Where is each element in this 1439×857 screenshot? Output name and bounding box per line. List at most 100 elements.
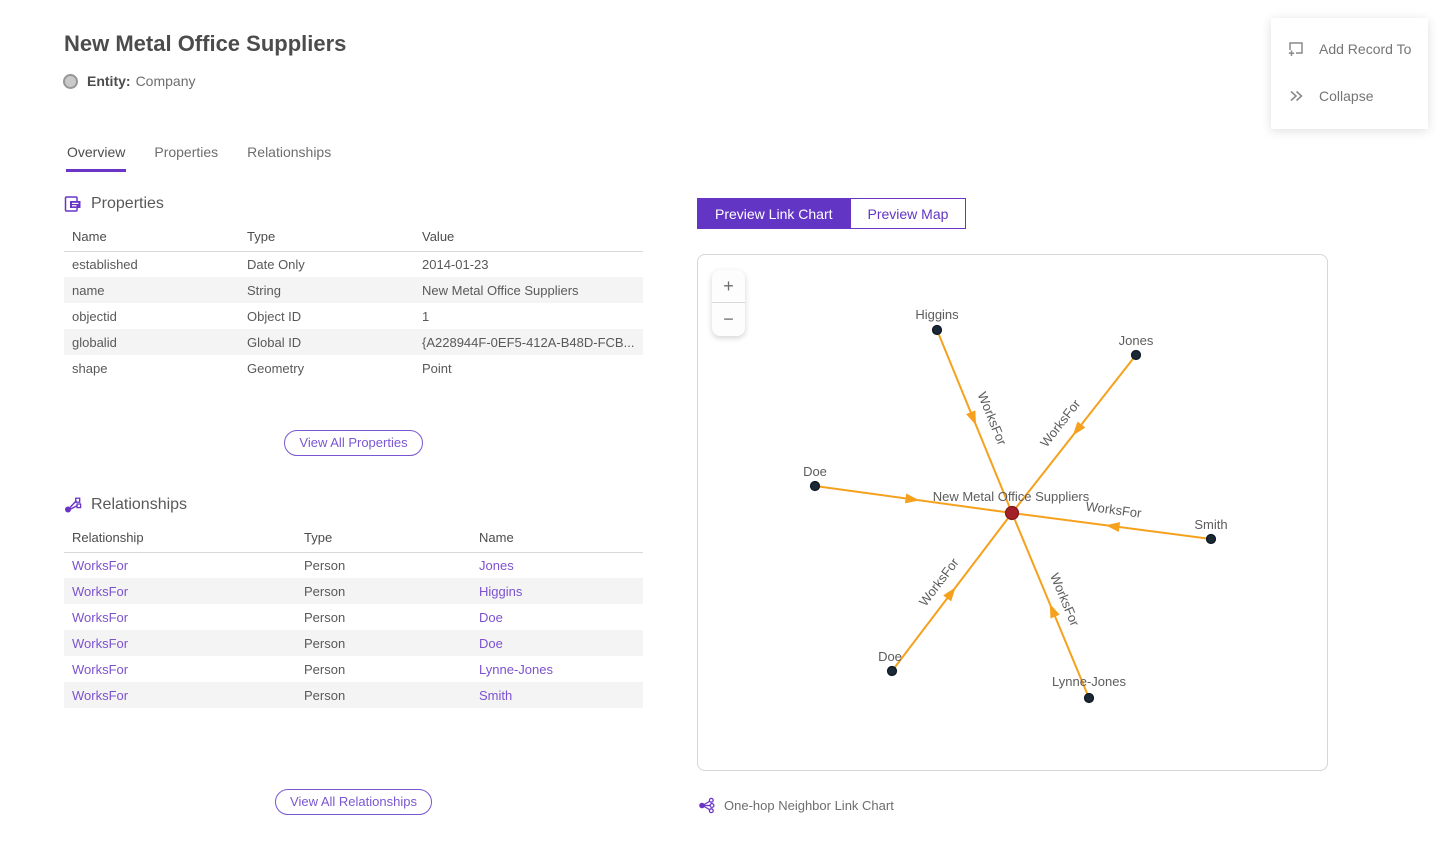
entity-link[interactable]: Doe [479,635,503,651]
tab-overview[interactable]: Overview [66,142,127,172]
chart-caption: One-hop Neighbor Link Chart [698,797,894,814]
edge-label: WorksFor [975,390,1010,448]
table-row: WorksFor Person Jones [64,552,643,578]
table-row: name String New Metal Office Suppliers [64,277,643,303]
node-higgins[interactable] [931,324,943,336]
table-row: globalid Global ID {A228944F-0EF5-412A-B… [64,329,643,355]
table-row: WorksFor Person Smith [64,682,643,708]
tab-properties[interactable]: Properties [154,144,219,160]
entity-link[interactable]: Lynne-Jones [479,661,553,677]
properties-section-title: Properties [91,195,164,212]
node-doe2[interactable] [886,665,898,677]
relationship-link[interactable]: WorksFor [72,687,129,703]
node-center[interactable] [1004,505,1020,521]
node-label-jones: Jones [1119,333,1154,348]
relationships-table-header: Relationship Type Name [64,527,643,553]
col-header-name: Name [471,527,643,553]
entity-type-icon [63,73,78,89]
node-label-smith: Smith [1194,517,1227,532]
entity-link[interactable]: Higgins [479,583,523,599]
rel-type: Person [304,687,346,703]
view-all-properties-button[interactable]: View All Properties [284,430,423,456]
relationship-link[interactable]: WorksFor [72,661,129,677]
preview-map-button[interactable]: Preview Map [849,199,966,228]
table-row: WorksFor Person Lynne-Jones [64,656,643,682]
node-lynnejones[interactable] [1083,692,1095,704]
rel-type: Person [304,557,346,573]
col-header-type: Type [296,527,471,553]
preview-link-chart-button[interactable]: Preview Link Chart [698,199,850,228]
link-chart-svg[interactable]: WorksFor WorksFor WorksFor WorksFor WorksFor… [698,255,1327,770]
table-row: WorksFor Person Higgins [64,578,643,604]
rel-type: Person [304,635,346,651]
prop-value: {A228944F-0EF5-412A-B48D-FCB... [422,334,635,350]
relationships-icon [65,497,82,513]
prop-value: 2014-01-23 [422,256,489,272]
menu-item-label: Add Record To [1319,41,1412,57]
zoom-out-button[interactable]: − [723,309,734,329]
node-jones[interactable] [1130,349,1142,361]
add-record-icon [1288,42,1303,56]
detail-tabs: Overview Properties Relationships [66,142,332,172]
edge-arrow [1105,522,1121,532]
rel-type: Person [304,609,346,625]
link-chart-card[interactable]: WorksFor WorksFor WorksFor WorksFor WorksFor… [697,254,1328,771]
prop-name: globalid [72,334,117,350]
relationship-link[interactable]: WorksFor [72,635,129,651]
collapse-icon [1290,90,1303,102]
one-hop-link-chart-icon [699,797,715,814]
col-header-relationship: Relationship [64,527,296,553]
table-row: objectid Object ID 1 [64,303,643,329]
node-doe1[interactable] [809,480,821,492]
prop-value: Point [422,360,452,376]
prop-name: established [72,256,138,272]
node-label-doe2: Doe [878,649,902,664]
properties-icon [64,196,81,212]
node-label-higgins: Higgins [915,307,959,322]
entity-value: Company [135,73,196,89]
prop-type: String [247,282,281,298]
zoom-in-button[interactable]: + [712,270,745,303]
view-all-relationships-button[interactable]: View All Relationships [275,789,432,815]
edge-arrow [904,493,920,504]
relationship-link[interactable]: WorksFor [72,557,129,573]
entity-link[interactable]: Jones [479,557,514,573]
edge-arrow [1072,421,1086,436]
edge-label: WorksFor [1085,499,1143,521]
table-row: WorksFor Person Doe [64,630,643,656]
prop-name: name [72,282,105,298]
menu-item-collapse[interactable]: Collapse [1271,80,1428,112]
prop-type: Date Only [247,256,305,272]
edge-arrow [943,587,956,602]
entity-type-row: Entity: Company [63,73,195,89]
rel-type: Person [304,661,346,677]
page-title: New Metal Office Suppliers [64,31,347,56]
properties-table: Name Type Value established Date Only 20… [64,226,643,381]
prop-value: 1 [422,308,430,324]
col-header-type: Type [239,226,414,252]
relationships-section: Relationships Relationship Type Name Wor… [64,496,643,708]
node-label-lynnejones: Lynne-Jones [1052,674,1126,689]
relationship-link[interactable]: WorksFor [72,609,129,625]
prop-type: Geometry [247,360,305,376]
col-header-value: Value [414,226,643,252]
prop-type: Object ID [247,308,302,324]
entity-link[interactable]: Doe [479,609,503,625]
relationship-link[interactable]: WorksFor [72,583,129,599]
tab-relationships[interactable]: Relationships [247,144,332,160]
prop-name: shape [72,360,108,376]
context-menu: Add Record To Collapse [1271,18,1428,129]
edge-label: WorksFor [916,555,962,609]
node-label-doe1: Doe [803,464,827,479]
entity-link[interactable]: Smith [479,687,513,703]
rel-type: Person [304,583,346,599]
edge-arrow [1049,603,1060,619]
prop-name: objectid [72,308,117,324]
chart-caption-text: One-hop Neighbor Link Chart [724,798,894,813]
table-row: shape Geometry Point [64,355,643,381]
node-smith[interactable] [1205,533,1217,545]
chart-zoom-control: + − [712,270,745,336]
table-row: WorksFor Person Doe [64,604,643,630]
entity-label: Entity: [87,73,131,89]
menu-item-add-record-to[interactable]: Add Record To [1271,33,1428,65]
